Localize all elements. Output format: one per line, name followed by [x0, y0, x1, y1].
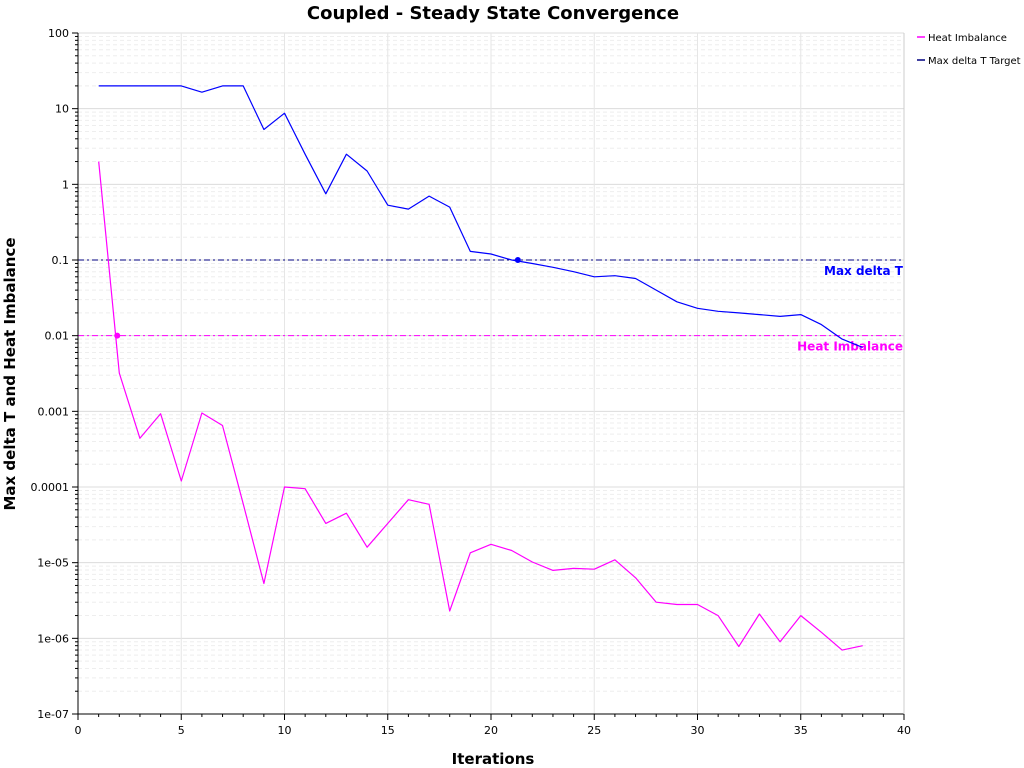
x-tick-label: 35 [794, 724, 808, 737]
y-tick-label: 0.1 [52, 254, 70, 267]
y-tick-label: 0.01 [45, 330, 70, 343]
x-tick-label: 0 [75, 724, 82, 737]
y-tick-label: 1e-05 [37, 557, 69, 570]
reference-lines: Max delta T Heat Imbalance [78, 257, 904, 354]
x-tick-label: 10 [278, 724, 292, 737]
y-tick-label: 1e-06 [37, 632, 69, 645]
legend: Heat Imbalance Max delta T Target [917, 33, 1021, 67]
x-tick-label: 5 [178, 724, 185, 737]
x-tick-label: 30 [691, 724, 705, 737]
y-axis-label: Max delta T and Heat Imbalance [1, 237, 19, 510]
y-tick-label: 100 [48, 27, 69, 40]
series-line-max-delta-t [98, 85, 863, 348]
series-group [98, 85, 863, 651]
chart-title: Coupled - Steady State Convergence [307, 3, 679, 24]
y-tick-label: 1 [62, 178, 69, 191]
crossing-marker [514, 257, 521, 263]
x-tick-label: 25 [587, 724, 601, 737]
reference-label-heat-imbalance: Heat Imbalance [797, 340, 903, 354]
y-tick-label: 0.001 [38, 405, 70, 418]
x-tick-label: 15 [381, 724, 395, 737]
series-line-heat-imbalance [98, 161, 863, 651]
y-tick-label: 0.0001 [31, 481, 70, 494]
y-tick-label: 1e-07 [37, 708, 69, 721]
legend-item: Heat Imbalance [928, 33, 1007, 44]
y-tick-label: 10 [55, 103, 69, 116]
y-ticks: 100 10 1 0.1 0.01 0.001 0.0001 1e-05 1e-06 1e-07 [31, 27, 78, 721]
x-tick-label: 20 [484, 724, 498, 737]
x-tick-label: 40 [897, 724, 911, 737]
reference-label-max-delta-t: Max delta T [824, 264, 904, 278]
x-axis-label: Iterations [452, 750, 535, 768]
x-ticks: 0 5 10 15 20 25 30 35 40 [75, 714, 911, 737]
legend-item: Max delta T Target [928, 56, 1021, 67]
